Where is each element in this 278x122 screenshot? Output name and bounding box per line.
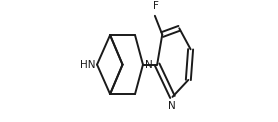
Text: N: N — [145, 60, 153, 70]
Text: N: N — [168, 102, 176, 112]
Text: F: F — [153, 1, 158, 11]
Text: HN: HN — [80, 60, 96, 70]
